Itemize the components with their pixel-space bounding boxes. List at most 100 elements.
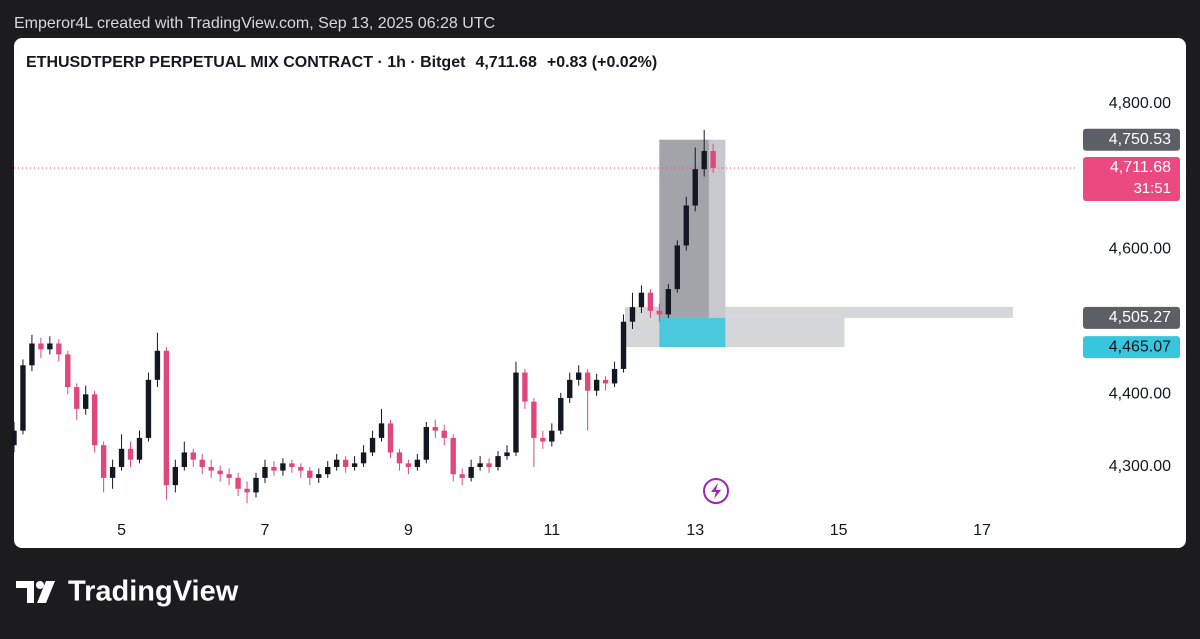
candle-body <box>316 474 322 478</box>
candle-body <box>56 343 62 355</box>
candle-body <box>369 437 376 453</box>
candle-body <box>567 379 573 398</box>
candle-body <box>593 379 600 391</box>
candle-body <box>611 368 618 384</box>
price-label-box <box>1083 336 1180 359</box>
candle-body <box>271 466 277 471</box>
candle-body <box>91 394 98 446</box>
candle-body <box>109 466 116 478</box>
candle-body <box>118 448 125 467</box>
candle-body <box>83 394 89 409</box>
candle-body <box>513 372 519 453</box>
event-icon-bolt[interactable] <box>711 483 721 499</box>
drawing-zone <box>624 317 845 348</box>
candle-body <box>145 379 152 438</box>
candle-body <box>65 354 71 388</box>
credit: Emperor4L created with TradingView.com, … <box>14 15 495 32</box>
candle-body <box>235 477 241 489</box>
candle-body <box>199 459 205 467</box>
candle-body <box>20 365 26 431</box>
candle-body <box>486 463 492 467</box>
candle-body <box>674 245 680 290</box>
price-label-box <box>1083 156 1180 201</box>
candle-body <box>217 470 223 475</box>
candle-body <box>495 456 501 467</box>
candle-body <box>360 452 367 464</box>
candle-body <box>558 397 564 431</box>
x-tick-label: 13 <box>686 522 704 539</box>
x-tick-label: 9 <box>404 522 413 539</box>
price-label: 4,465.07 <box>1109 338 1171 355</box>
candle-body <box>387 423 394 453</box>
candle-body <box>584 372 591 391</box>
candle-body <box>38 343 44 350</box>
candle-body <box>638 292 645 308</box>
candle-body <box>629 307 636 322</box>
candle-body <box>100 445 107 478</box>
candle-body <box>450 437 456 475</box>
candle-body <box>74 387 80 409</box>
candle-body <box>47 343 53 350</box>
candle-body <box>396 452 403 464</box>
logo-mark-slash <box>37 581 55 603</box>
drawing-zone <box>624 306 1013 318</box>
candle-body <box>683 205 689 246</box>
candle-body <box>342 459 349 467</box>
candle-body <box>163 350 170 486</box>
candle-body <box>647 292 654 311</box>
event-icon-ring[interactable] <box>703 478 729 504</box>
candle-body <box>504 452 510 457</box>
candle-body <box>459 474 465 478</box>
x-tick-label: 11 <box>544 522 561 539</box>
candle-body <box>405 463 412 467</box>
candle-body <box>226 474 232 478</box>
y-tick-label: 4,400.00 <box>1109 386 1171 403</box>
candle-body <box>325 466 331 475</box>
candle-body <box>423 427 430 460</box>
event-icon[interactable] <box>703 478 729 504</box>
candle-body <box>172 466 179 486</box>
plot-area: 4,800.00 4,600.00 4,400.00 4,300.00 5 7 9 11 13 1… <box>11 95 1180 539</box>
candle-body <box>602 379 609 384</box>
logo-mark-t <box>16 581 34 603</box>
price-change: +0.83 (+0.02%) <box>547 54 657 71</box>
candle-body <box>477 463 483 467</box>
candle-body <box>307 470 313 478</box>
brand-name: TradingView <box>68 576 239 608</box>
candle-body <box>701 151 707 170</box>
candle-body <box>414 459 421 467</box>
candle-body <box>181 452 187 467</box>
x-tick-label: 5 <box>117 522 126 539</box>
price-label: 4,750.53 <box>1109 131 1171 148</box>
candle-body <box>262 466 268 478</box>
candle-body <box>11 430 17 446</box>
candle-body <box>136 437 143 460</box>
candle-body <box>441 430 447 438</box>
price-label: 4,505.27 <box>1109 309 1171 326</box>
candle-body <box>432 427 438 431</box>
candle-body <box>190 452 196 460</box>
x-tick-label: 15 <box>830 522 848 539</box>
candle-body <box>576 372 582 380</box>
candle-body <box>522 372 528 402</box>
price-label-countdown: 31:51 <box>1133 180 1171 197</box>
candle-body <box>620 321 627 369</box>
candle-body <box>29 343 35 366</box>
candle-body <box>665 289 672 315</box>
candle-body <box>468 466 474 478</box>
candle-body <box>298 466 304 471</box>
candle-body <box>351 463 358 467</box>
candle-body <box>127 448 134 460</box>
price-label-box <box>1083 128 1180 151</box>
chart-panel <box>14 38 1186 548</box>
candle-body <box>692 169 698 206</box>
price-label: 4,711.68 <box>1110 159 1171 176</box>
last-price: 4,711.68 <box>475 54 537 71</box>
drawing-zone <box>659 317 726 348</box>
candle-body <box>333 459 340 467</box>
x-tick-label: 17 <box>973 522 991 539</box>
candle-body <box>208 466 214 471</box>
candle-body <box>154 350 161 380</box>
candle-body <box>244 488 250 493</box>
